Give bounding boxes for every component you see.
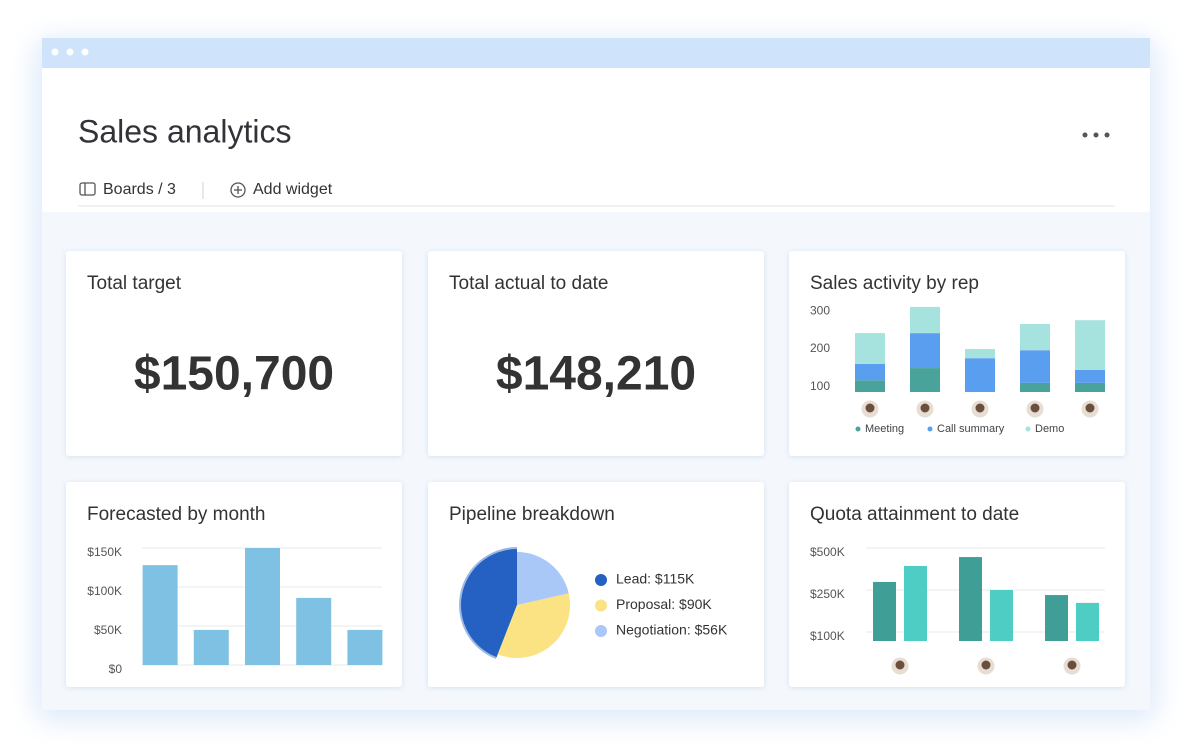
bar: [873, 581, 896, 641]
card-title: Forecasted by month: [87, 504, 265, 525]
y-tick-label: $100K: [87, 584, 122, 598]
rep-avatar-face: [981, 660, 991, 670]
more-menu[interactable]: [1082, 132, 1110, 138]
legend-marker: [595, 625, 607, 637]
add-widget-button[interactable]: Add widget: [230, 181, 333, 198]
boards-label[interactable]: Boards / 3: [103, 181, 176, 198]
card-title: Total target: [87, 273, 182, 294]
kpi-value: $148,210: [496, 348, 696, 401]
legend-label: Meeting: [865, 423, 904, 435]
legend-marker: [595, 574, 607, 586]
pie-slice: [461, 549, 517, 658]
bar: [1076, 602, 1099, 641]
rep-avatar-face: [920, 403, 930, 413]
bar-segment: [855, 333, 885, 364]
rep-avatar-face: [1030, 403, 1040, 413]
bar-segment: [965, 349, 995, 359]
y-tick-label: $100K: [810, 629, 845, 643]
legend-label: Demo: [1035, 423, 1064, 435]
legend-marker: [855, 426, 861, 432]
legend-label: Proposal: $90K: [616, 596, 712, 612]
card: [66, 251, 402, 456]
bar-segment: [910, 368, 940, 392]
rep-avatar-face: [1067, 660, 1077, 670]
card-title: Pipeline breakdown: [449, 504, 615, 525]
legend-label: Call summary: [937, 423, 1005, 435]
bar-segment: [1075, 382, 1105, 392]
pie-slice: [497, 593, 571, 659]
rep-avatar-face: [865, 403, 875, 413]
y-tick-label: $250K: [810, 587, 845, 601]
bar-segment: [855, 363, 885, 381]
card-title: Total actual to date: [449, 273, 609, 294]
rep-avatar-face: [1085, 403, 1095, 413]
pie-slice: [517, 552, 569, 605]
y-tick-label: $0: [109, 662, 123, 676]
header: [42, 68, 1150, 212]
bar: [904, 565, 927, 641]
boards-button[interactable]: Boards / 3: [79, 181, 176, 198]
window-dot: [66, 48, 74, 56]
y-tick-label: 300: [810, 303, 830, 317]
card-title: Quota attainment to date: [810, 504, 1019, 525]
bar: [296, 597, 332, 665]
bar: [245, 548, 280, 665]
bar: [142, 565, 178, 665]
bar-segment: [1075, 369, 1105, 383]
card-title: Sales activity by rep: [810, 273, 979, 294]
y-tick-label: $50K: [94, 623, 122, 637]
add-widget-label[interactable]: Add widget: [253, 181, 333, 198]
bar-segment: [1075, 320, 1105, 370]
bar-segment: [1020, 323, 1050, 351]
bar: [347, 629, 383, 665]
legend-label: Negotiation: $56K: [616, 622, 728, 638]
bar-segment: [1020, 350, 1050, 383]
bar-segment: [910, 333, 940, 369]
kpi-value: $150,700: [134, 348, 334, 401]
card: [428, 251, 764, 456]
page-title: Sales analytics: [78, 113, 291, 149]
rep-avatar-face: [975, 403, 985, 413]
legend-marker: [595, 599, 607, 612]
window-dot: [51, 48, 59, 56]
bar: [959, 557, 982, 641]
rep-avatar-face: [895, 660, 905, 670]
legend-marker: [1025, 426, 1031, 432]
bar-segment: [855, 380, 885, 392]
bar-segment: [965, 358, 995, 392]
window-dot: [81, 48, 89, 56]
bar-segment: [910, 306, 940, 334]
y-tick-label: $150K: [87, 545, 122, 559]
y-tick-label: $500K: [810, 545, 845, 559]
bar: [990, 590, 1013, 641]
legend-marker: [927, 426, 933, 432]
legend-label: Lead: $115K: [616, 571, 695, 587]
bar-segment: [1020, 382, 1050, 392]
bar: [1045, 595, 1068, 641]
y-tick-label: 100: [810, 379, 830, 393]
y-tick-label: 200: [810, 341, 830, 355]
bar: [193, 629, 229, 665]
title-bar: [42, 38, 1150, 68]
